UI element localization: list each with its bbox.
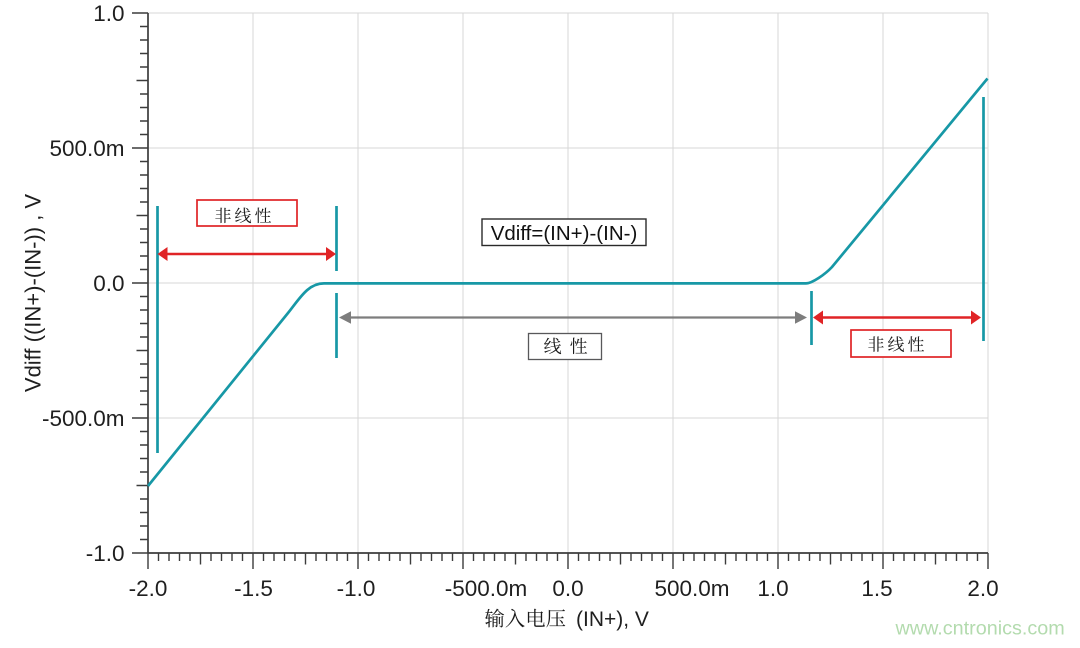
svg-text:1.0: 1.0: [93, 1, 124, 26]
svg-text:1.5: 1.5: [861, 576, 892, 601]
svg-text:1.0: 1.0: [757, 576, 788, 601]
svg-text:Vdiff=(IN+)-(IN-): Vdiff=(IN+)-(IN-): [491, 222, 638, 245]
svg-text:Vdiff ((IN+)-(IN-)) , V: Vdiff ((IN+)-(IN-)) , V: [21, 194, 46, 393]
svg-text:(IN+), V: (IN+), V: [576, 608, 649, 631]
svg-text:2.0: 2.0: [967, 576, 998, 601]
svg-text:-500.0m: -500.0m: [42, 406, 125, 431]
svg-text:-2.0: -2.0: [129, 576, 168, 601]
svg-text:500.0m: 500.0m: [654, 576, 729, 601]
svg-text:www.cntronics.com: www.cntronics.com: [895, 618, 1065, 640]
svg-text:-1.0: -1.0: [86, 541, 125, 566]
svg-text:-1.0: -1.0: [337, 576, 376, 601]
svg-text:0.0: 0.0: [552, 576, 583, 601]
svg-text:-1.5: -1.5: [234, 576, 273, 601]
svg-text:500.0m: 500.0m: [49, 136, 124, 161]
svg-text:-500.0m: -500.0m: [445, 576, 528, 601]
svg-text:0.0: 0.0: [93, 271, 124, 296]
